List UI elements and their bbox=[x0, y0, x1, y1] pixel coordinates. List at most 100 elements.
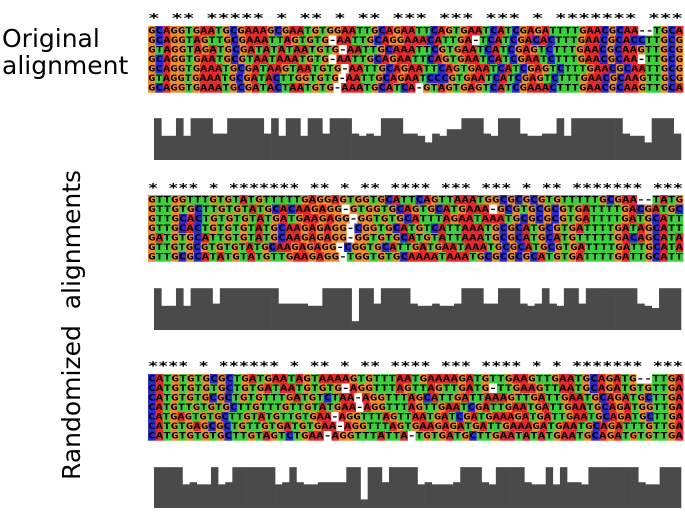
conservation-bar bbox=[538, 484, 546, 508]
base-cell bbox=[615, 242, 624, 253]
conservation-bar bbox=[468, 288, 477, 330]
base-cell bbox=[441, 35, 450, 46]
base-cell bbox=[438, 431, 447, 441]
base-cell bbox=[253, 242, 262, 253]
base-cell bbox=[661, 412, 669, 422]
base-cell bbox=[504, 83, 513, 93]
base-cell bbox=[202, 383, 211, 394]
base-cell bbox=[543, 412, 552, 422]
base-cell bbox=[326, 383, 335, 394]
base-cell bbox=[568, 45, 577, 55]
base-cell bbox=[461, 45, 470, 55]
base-cell bbox=[259, 64, 268, 74]
base-cell bbox=[645, 35, 654, 46]
base-cell bbox=[496, 204, 506, 215]
base-cell bbox=[484, 195, 493, 205]
base-cell bbox=[621, 45, 630, 55]
base-cell bbox=[186, 223, 195, 234]
base-cell bbox=[568, 393, 577, 403]
sequence-text: GCAGGTGAATGCGTAATAAATGTG-AATTGCAGAATTCAG… bbox=[148, 55, 683, 65]
base-cell bbox=[517, 421, 526, 432]
base-cell bbox=[522, 233, 531, 243]
base-cell bbox=[255, 45, 264, 55]
base-cell bbox=[262, 45, 271, 55]
base-cell bbox=[148, 73, 156, 84]
conservation-bar bbox=[256, 118, 265, 160]
base-cell bbox=[238, 54, 247, 65]
sequence-text: CATGTGTGCGCTGATGAATAGTAAAAGTGTTTAATGAAAA… bbox=[148, 375, 684, 385]
base-cell bbox=[171, 204, 180, 215]
base-cell bbox=[247, 45, 256, 55]
base-cell bbox=[244, 64, 253, 74]
base-cell bbox=[667, 421, 676, 432]
base-cell bbox=[155, 374, 164, 384]
base-cell bbox=[519, 83, 528, 93]
base-cell bbox=[638, 83, 647, 93]
base-cell bbox=[228, 412, 237, 422]
base-cell bbox=[404, 73, 413, 84]
base-cell bbox=[295, 204, 304, 215]
base-cell bbox=[422, 26, 431, 36]
conservation-bar bbox=[490, 303, 499, 330]
base-cell bbox=[652, 54, 661, 65]
base-cell bbox=[389, 54, 398, 65]
base-cell bbox=[230, 54, 239, 65]
base-cell bbox=[426, 421, 435, 432]
base-cell bbox=[608, 402, 617, 413]
base-cell bbox=[543, 214, 552, 224]
base-cell bbox=[392, 252, 401, 262]
base-cell bbox=[155, 83, 164, 93]
conservation-bar bbox=[567, 482, 575, 508]
base-cell bbox=[193, 431, 202, 441]
base-cell bbox=[287, 374, 296, 384]
base-cell bbox=[675, 54, 684, 65]
base-cell bbox=[474, 26, 483, 36]
base-cell bbox=[660, 83, 669, 93]
base-cell bbox=[668, 402, 676, 413]
base-cell bbox=[565, 412, 574, 422]
base-cell bbox=[630, 83, 639, 93]
base-cell bbox=[321, 54, 330, 65]
base-cell bbox=[298, 35, 307, 46]
base-cell bbox=[247, 233, 256, 243]
base-cell bbox=[370, 83, 379, 93]
sequence-row: CATGTGTGCGCTGTGTTTGATGTCTAA-AGGTTTAGCATT… bbox=[148, 393, 684, 404]
base-cell bbox=[524, 35, 533, 46]
sequence-row: GATGTGCATTGTGTATGCAAGAGAGG-GGTGTGCATGTAT… bbox=[148, 233, 684, 244]
base-cell bbox=[155, 421, 164, 432]
base-cell bbox=[155, 45, 164, 55]
base-cell bbox=[171, 374, 180, 384]
base-cell bbox=[507, 412, 515, 422]
base-cell bbox=[589, 383, 599, 394]
base-cell bbox=[473, 214, 482, 224]
base-cell bbox=[476, 223, 485, 234]
base-cell bbox=[504, 64, 513, 74]
base-cell bbox=[675, 26, 684, 36]
conservation-bar bbox=[161, 305, 169, 330]
base-cell bbox=[264, 214, 273, 224]
base-cell bbox=[519, 64, 528, 74]
base-cell bbox=[155, 233, 164, 243]
base-cell bbox=[554, 421, 563, 432]
base-cell bbox=[316, 431, 325, 441]
base-cell bbox=[201, 223, 210, 234]
base-cell bbox=[586, 26, 595, 36]
base-cell bbox=[393, 402, 402, 413]
base-cell bbox=[512, 204, 521, 215]
base-cell bbox=[316, 73, 325, 84]
base-cell bbox=[262, 195, 271, 205]
base-cell bbox=[621, 233, 630, 243]
conservation-bar bbox=[395, 288, 404, 330]
base-cell bbox=[423, 45, 432, 55]
base-cell bbox=[545, 45, 554, 55]
base-cell bbox=[473, 204, 482, 215]
base-cell bbox=[369, 431, 378, 441]
base-cell bbox=[430, 223, 439, 234]
base-cell bbox=[415, 223, 424, 234]
base-cell bbox=[178, 393, 187, 403]
base-cell bbox=[667, 233, 676, 243]
base-cell bbox=[551, 412, 559, 422]
base-cell bbox=[450, 383, 459, 394]
conservation-bar bbox=[161, 135, 169, 160]
base-cell bbox=[616, 83, 624, 93]
